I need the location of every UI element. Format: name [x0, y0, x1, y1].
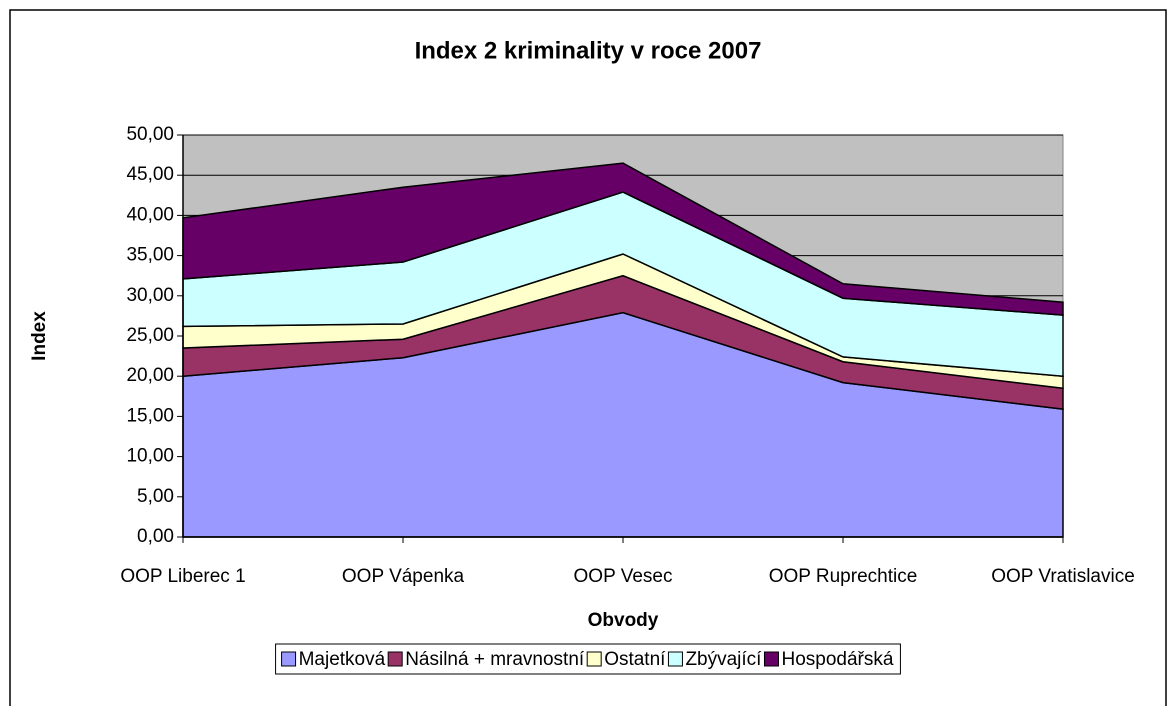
y-tick-label: 10,00 — [126, 446, 174, 467]
legend-label: Hospodářská — [781, 649, 893, 670]
chart-title: Index 2 kriminality v roce 2007 — [415, 37, 762, 64]
y-tick-label: 40,00 — [126, 204, 174, 225]
x-tick-label: OOP Vesec — [574, 566, 673, 587]
y-axis-title: Index — [29, 311, 50, 361]
x-tick-label: OOP Ruprechtice — [769, 566, 918, 587]
y-tick-label: 45,00 — [126, 164, 174, 185]
legend-swatch — [763, 651, 779, 667]
area — [182, 162, 1064, 316]
x-tick-label: OOP Liberec 1 — [120, 566, 245, 587]
legend-swatch — [281, 651, 297, 667]
legend-swatch — [586, 651, 602, 667]
y-tick-label: 25,00 — [126, 325, 174, 346]
x-tick-label: OOP Vápenka — [342, 566, 465, 587]
legend-label: Majetková — [299, 649, 386, 670]
legend-label: Násilná + mravnostní — [405, 649, 585, 670]
y-tick-label: 0,00 — [137, 526, 174, 547]
legend-swatch — [667, 651, 683, 667]
x-tick-label: OOP Vratislavice — [991, 566, 1135, 587]
legend-label: Zbývající — [685, 649, 762, 670]
y-tick-label: 15,00 — [126, 405, 174, 426]
y-tick-label: 35,00 — [126, 245, 174, 266]
y-tick-label: 50,00 — [126, 124, 174, 145]
x-axis-title: Obvody — [588, 610, 659, 631]
legend-label: Ostatní — [604, 649, 666, 670]
legend-swatch — [387, 651, 403, 667]
y-tick-label: 20,00 — [126, 365, 174, 386]
y-tick-label: 30,00 — [126, 285, 174, 306]
y-tick-label: 5,00 — [137, 486, 174, 507]
